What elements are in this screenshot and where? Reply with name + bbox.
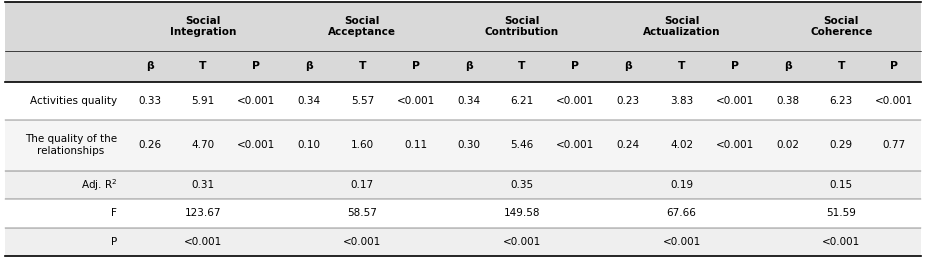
Text: <0.001: <0.001 <box>822 237 860 247</box>
Text: β: β <box>306 61 313 71</box>
Text: 5.57: 5.57 <box>351 96 374 106</box>
Text: Social
Contribution: Social Contribution <box>485 15 559 37</box>
Text: Social
Coherence: Social Coherence <box>810 15 872 37</box>
Text: <0.001: <0.001 <box>396 96 434 106</box>
Text: <0.001: <0.001 <box>237 96 275 106</box>
Text: P: P <box>571 61 579 71</box>
Text: Social
Actualization: Social Actualization <box>643 15 720 37</box>
Text: <0.001: <0.001 <box>557 140 594 150</box>
Text: 4.02: 4.02 <box>670 140 694 150</box>
Bar <box>5 171 921 199</box>
Bar <box>5 51 921 82</box>
Text: P: P <box>111 237 117 247</box>
Text: 0.11: 0.11 <box>404 140 427 150</box>
Text: <0.001: <0.001 <box>716 140 754 150</box>
Text: <0.001: <0.001 <box>344 237 382 247</box>
Text: 0.34: 0.34 <box>297 96 320 106</box>
Text: 4.70: 4.70 <box>192 140 214 150</box>
Text: 6.23: 6.23 <box>830 96 853 106</box>
Text: 0.77: 0.77 <box>882 140 906 150</box>
Bar <box>5 228 921 256</box>
Text: 6.21: 6.21 <box>510 96 533 106</box>
Text: Social
Acceptance: Social Acceptance <box>329 15 396 37</box>
Text: P: P <box>411 61 419 71</box>
Text: P: P <box>252 61 260 71</box>
Text: 3.83: 3.83 <box>670 96 694 106</box>
Text: 0.33: 0.33 <box>138 96 161 106</box>
Text: β: β <box>624 61 632 71</box>
Text: <0.001: <0.001 <box>875 96 914 106</box>
Text: 0.19: 0.19 <box>670 180 694 190</box>
Text: Social
Integration: Social Integration <box>169 15 236 37</box>
Text: T: T <box>678 61 685 71</box>
Text: T: T <box>199 61 206 71</box>
Text: 0.38: 0.38 <box>776 96 799 106</box>
Text: Adj. R$^2$: Adj. R$^2$ <box>81 177 117 193</box>
Text: Activities quality: Activities quality <box>30 96 117 106</box>
Text: 0.34: 0.34 <box>457 96 481 106</box>
Text: <0.001: <0.001 <box>557 96 594 106</box>
Text: <0.001: <0.001 <box>503 237 541 247</box>
Text: β: β <box>784 61 792 71</box>
Text: 0.10: 0.10 <box>297 140 320 150</box>
Text: 149.58: 149.58 <box>504 208 540 219</box>
Text: 0.15: 0.15 <box>830 180 853 190</box>
Text: 0.29: 0.29 <box>830 140 853 150</box>
Text: 0.17: 0.17 <box>351 180 374 190</box>
Text: 1.60: 1.60 <box>351 140 374 150</box>
Text: 0.24: 0.24 <box>617 140 640 150</box>
Text: P: P <box>891 61 898 71</box>
Bar <box>5 2 921 51</box>
Bar <box>5 199 921 228</box>
Text: <0.001: <0.001 <box>183 237 222 247</box>
Bar <box>5 82 921 119</box>
Text: F: F <box>111 208 117 219</box>
Text: 0.26: 0.26 <box>138 140 161 150</box>
Text: The quality of the
relationships: The quality of the relationships <box>25 134 117 156</box>
Text: 0.35: 0.35 <box>510 180 533 190</box>
Text: 0.31: 0.31 <box>192 180 214 190</box>
Text: 5.46: 5.46 <box>510 140 533 150</box>
Text: T: T <box>519 61 526 71</box>
Text: β: β <box>145 61 154 71</box>
Text: 0.02: 0.02 <box>777 140 799 150</box>
Text: β: β <box>465 61 472 71</box>
Text: 67.66: 67.66 <box>667 208 696 219</box>
Text: <0.001: <0.001 <box>662 237 701 247</box>
Text: 5.91: 5.91 <box>191 96 215 106</box>
Bar <box>5 119 921 171</box>
Text: 0.30: 0.30 <box>457 140 481 150</box>
Text: 58.57: 58.57 <box>347 208 377 219</box>
Text: <0.001: <0.001 <box>716 96 754 106</box>
Text: <0.001: <0.001 <box>237 140 275 150</box>
Text: P: P <box>731 61 739 71</box>
Text: T: T <box>358 61 366 71</box>
Text: 0.23: 0.23 <box>617 96 640 106</box>
Text: 51.59: 51.59 <box>826 208 857 219</box>
Text: T: T <box>837 61 845 71</box>
Bar <box>5 119 921 171</box>
Text: 123.67: 123.67 <box>184 208 221 219</box>
